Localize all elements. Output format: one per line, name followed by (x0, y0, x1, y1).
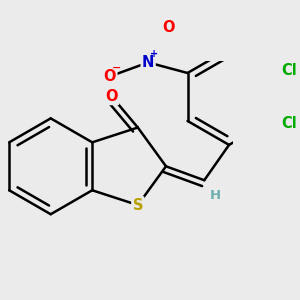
Text: +: + (150, 49, 158, 59)
Text: Cl: Cl (281, 116, 297, 131)
Text: N: N (142, 55, 154, 70)
Text: Cl: Cl (281, 63, 297, 78)
Text: H: H (209, 189, 220, 202)
Text: S: S (133, 198, 143, 213)
Text: O: O (105, 89, 118, 104)
Text: O: O (103, 69, 116, 84)
Text: O: O (162, 20, 175, 35)
Text: −: − (111, 63, 121, 73)
